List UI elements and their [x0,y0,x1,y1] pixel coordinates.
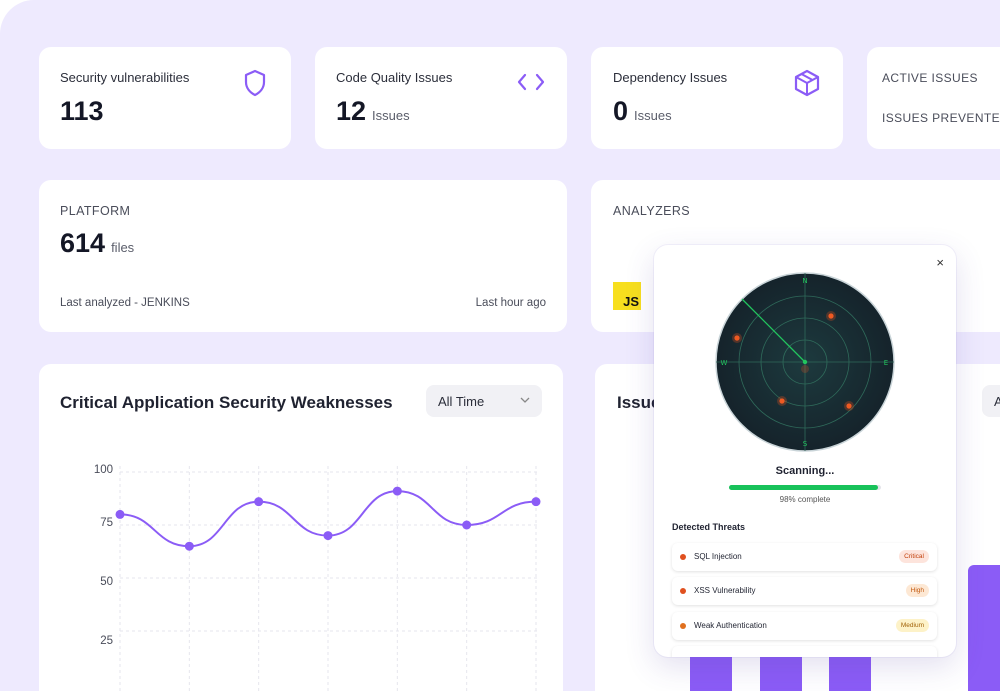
scanner-popup: × [654,245,956,657]
scanning-status: Scanning... [775,465,835,477]
platform-unit: files [111,240,135,255]
severity-dot [680,588,686,594]
security-vulnerabilities-card[interactable]: Security vulnerabilities 113 [39,47,291,149]
issues-filter-value: A [994,393,1000,409]
active-issues-label: ACTIVE ISSUES [882,71,978,85]
time-filter-value: All Time [438,393,485,409]
dependency-value: 0 [613,96,629,126]
scan-progress-bar [729,485,881,490]
y-tick-label: 25 [100,635,113,647]
y-tick-label: 75 [100,517,113,529]
dependency-label: Dependency Issues [613,70,728,85]
package-box-icon [794,69,820,97]
shield-icon [244,69,266,97]
security-count: 113 [60,96,104,126]
issues-bar [829,652,871,691]
last-analyzed-text: Last analyzed - JENKINS [60,297,190,309]
severity-dot [680,554,686,560]
data-point[interactable] [531,497,541,507]
threat-blip [844,401,854,411]
issues-filter-dropdown[interactable]: A [982,385,1000,417]
data-point[interactable] [323,531,333,541]
close-icon[interactable]: × [936,255,944,270]
threat-item[interactable]: XSS Vulnerability High [672,577,937,605]
platform-card[interactable]: PLATFORM 614 files Last analyzed - JENKIN… [39,180,567,332]
data-point[interactable] [115,509,125,519]
threat-blip [732,333,742,343]
threat-name: SQL Injection [694,552,742,561]
compass-e: E [884,359,888,367]
threat-name: XSS Vulnerability [694,586,756,595]
issues-bar [690,652,732,691]
security-label: Security vulnerabilities [60,70,190,85]
threat-blip [777,396,787,406]
data-point[interactable] [184,541,194,551]
issues-bar [968,565,1000,691]
issues-bar [760,652,802,691]
y-tick-label: 50 [100,576,113,588]
y-tick-label: 100 [93,464,113,476]
severity-badge: High [905,584,929,597]
dependency-count: 0 Issues [613,96,672,127]
platform-value: 614 [60,228,106,258]
data-point[interactable] [254,497,264,507]
compass-s: S [803,440,808,448]
threat-name: Weak Authentication [694,621,767,630]
dependency-unit: Issues [634,108,672,123]
platform-label: PLATFORM [60,204,131,218]
code-brackets-icon [517,73,545,91]
severity-dot [680,623,686,629]
chart-title: Critical Application Security Weaknesses [60,393,393,412]
threat-item[interactable]: SQL Injection Critical [672,543,937,571]
issues-prevented-label: ISSUES PREVENTED [882,111,1000,125]
compass-n: N [802,277,807,285]
time-filter-dropdown[interactable]: All Time [426,385,542,417]
code-quality-unit: Issues [372,108,410,123]
code-quality-value: 12 [336,96,367,126]
javascript-logo: JS [613,282,641,310]
dependency-issues-card[interactable]: Dependency Issues 0 Issues [591,47,843,149]
last-analyzed-time: Last hour ago [475,297,546,309]
compass-w: W [721,359,728,367]
severity-badge: Medium [895,619,929,632]
threat-item-partial[interactable] [672,646,937,657]
scan-progress-fill [729,485,878,490]
severity-badge: Critical [899,550,929,563]
data-point[interactable] [462,520,472,530]
analyzers-label: ANALYZERS [613,204,691,218]
javascript-logo-text: JS [623,294,639,309]
detected-threats-title: Detected Threats [672,522,746,532]
radar-scope: N S E W [715,272,895,452]
code-quality-label: Code Quality Issues [336,70,453,85]
code-quality-card[interactable]: Code Quality Issues 12 Issues [315,47,567,149]
active-issues-card[interactable]: ACTIVE ISSUES ISSUES PREVENTED [867,47,1000,149]
data-point[interactable] [392,486,402,496]
weakness-chart-card: Critical Application Security Weaknesses… [39,364,563,691]
threat-blip [826,311,836,321]
issues-chart-title: Issue [617,393,661,412]
threat-item[interactable]: Weak Authentication Medium [672,612,937,640]
code-quality-count: 12 Issues [336,96,410,127]
platform-file-count: 614 files [60,228,134,259]
scan-progress-text: 98% complete [779,495,831,504]
chevron-down-icon [520,397,530,403]
threat-blip [801,365,809,373]
